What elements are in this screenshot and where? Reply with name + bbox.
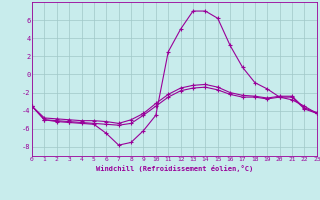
X-axis label: Windchill (Refroidissement éolien,°C): Windchill (Refroidissement éolien,°C) bbox=[96, 165, 253, 172]
